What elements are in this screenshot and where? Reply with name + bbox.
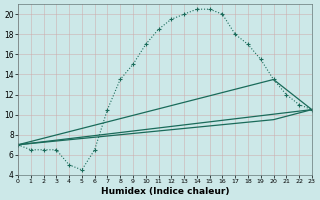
X-axis label: Humidex (Indice chaleur): Humidex (Indice chaleur): [101, 187, 229, 196]
